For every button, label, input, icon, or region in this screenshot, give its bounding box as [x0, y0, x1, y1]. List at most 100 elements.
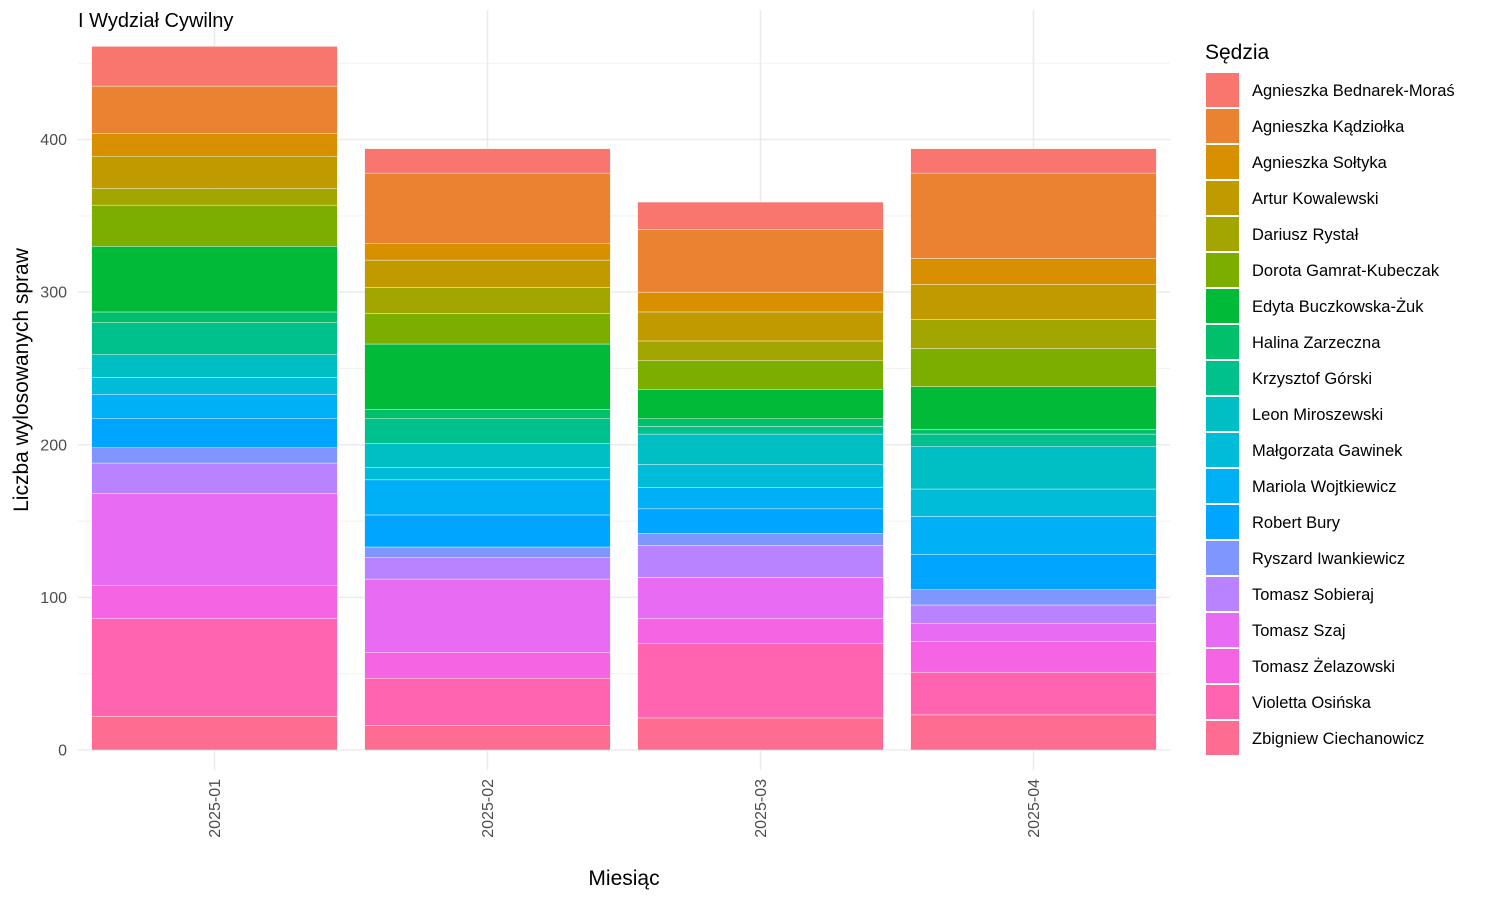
bar-segment	[91, 418, 338, 449]
bar-segment	[91, 394, 338, 420]
legend-label: Edyta Buczkowska-Żuk	[1252, 297, 1424, 316]
legend-label: Violetta Osińska	[1252, 694, 1372, 712]
bar-segment	[910, 714, 1157, 751]
bar-segment	[910, 433, 1157, 447]
bar-segment	[910, 148, 1157, 174]
legend: Sędzia Agnieszka Bednarek-Moraś Agnieszka…	[1205, 41, 1455, 755]
bar-segment	[364, 313, 611, 345]
bar-segment	[637, 464, 884, 488]
bar-segment	[637, 291, 884, 313]
legend-label: Artur Kowalewski	[1252, 190, 1379, 208]
bar-segment	[364, 546, 611, 558]
bar-segment	[637, 577, 884, 619]
bar-segment	[910, 554, 1157, 590]
bar-segment	[910, 589, 1157, 606]
bar-segment	[364, 343, 611, 410]
bar-segment	[910, 258, 1157, 285]
bar-segment	[637, 487, 884, 510]
legend-key	[1206, 145, 1239, 179]
bar-segment	[364, 418, 611, 444]
bar-segment	[91, 311, 338, 323]
bar-segment	[91, 584, 338, 619]
legend-label: Tomasz Szaj	[1252, 622, 1346, 640]
bar-segment	[910, 429, 1157, 435]
bar-segment	[637, 717, 884, 751]
legend-title: Sędzia	[1205, 41, 1270, 64]
bar-segment	[637, 201, 884, 230]
bar-segment	[637, 618, 884, 644]
bar-segment	[910, 623, 1157, 642]
legend-label: Leon Miroszewski	[1252, 406, 1383, 424]
bar-segment	[364, 514, 611, 548]
y-tick-label: 0	[58, 743, 67, 760]
bar-segment	[910, 319, 1157, 349]
bar-segment	[364, 467, 611, 481]
bar-segment	[91, 354, 338, 378]
bars	[91, 46, 1157, 751]
legend-key	[1206, 289, 1239, 323]
bar-segment	[637, 340, 884, 362]
y-tick-label: 400	[40, 132, 67, 149]
bar-segment	[364, 652, 611, 679]
legend-label: Agnieszka Sołtyka	[1252, 154, 1388, 172]
x-tick-label: 2025-01	[207, 779, 224, 838]
bar-segment	[91, 85, 338, 134]
bar-segment	[91, 133, 338, 157]
legend-key	[1206, 577, 1239, 611]
bar-segment	[91, 322, 338, 355]
legend-label: Tomasz Żelazowski	[1252, 657, 1395, 676]
legend-key	[1206, 253, 1239, 287]
legend-key	[1206, 685, 1239, 719]
bar-segment	[910, 446, 1157, 490]
x-axis-title: Miesiąc	[588, 867, 659, 890]
legend-label: Tomasz Sobieraj	[1252, 586, 1374, 604]
bar-segment	[910, 671, 1157, 716]
legend-label: Krzysztof Górski	[1252, 370, 1372, 388]
bar-segment	[910, 284, 1157, 320]
y-axis-title: Liczba wylosowanych spraw	[10, 247, 33, 512]
legend-label: Małgorzata Gawinek	[1252, 442, 1403, 460]
bar-segment	[91, 377, 338, 395]
bar-segment	[364, 479, 611, 516]
legend-label: Robert Bury	[1252, 514, 1341, 532]
bar-segment	[91, 246, 338, 313]
bar-segment	[637, 433, 884, 465]
bar-segment	[910, 488, 1157, 517]
y-tick-label: 300	[40, 285, 67, 302]
legend-key	[1206, 73, 1239, 107]
legend-label: Mariola Wojtkiewicz	[1252, 478, 1397, 496]
x-tick-label: 2025-02	[480, 779, 497, 838]
bar-segment	[910, 386, 1157, 430]
bar-segment	[364, 725, 611, 751]
y-tick-label: 100	[40, 590, 67, 607]
bar-segment	[91, 188, 338, 206]
x-tick-label: 2025-03	[753, 779, 770, 838]
bar-segment	[91, 716, 338, 751]
legend-key	[1206, 505, 1239, 539]
legend-label: Dorota Gamrat-Kubeczak	[1252, 262, 1440, 280]
legend-label: Zbigniew Ciechanowicz	[1252, 730, 1424, 748]
chart-title: I Wydział Cywilny	[78, 10, 233, 32]
x-tick-label: 2025-04	[1026, 779, 1043, 838]
legend-key	[1206, 613, 1239, 647]
legend-key	[1206, 325, 1239, 359]
bar-segment	[91, 493, 338, 586]
legend-key	[1206, 721, 1239, 755]
legend-label: Dariusz Rystał	[1252, 226, 1359, 244]
bar-segment	[637, 229, 884, 293]
bar-segment	[637, 311, 884, 342]
bar-segment	[637, 426, 884, 435]
axes: 0 100 200 300 400 2025-01 2025-02 2025-03 2025-0…	[40, 132, 1043, 838]
legend-key	[1206, 433, 1239, 467]
bar-segment	[637, 508, 884, 534]
bar-segment	[364, 148, 611, 174]
bar-segment	[364, 443, 611, 468]
bar-segment	[637, 360, 884, 391]
legend-key	[1206, 109, 1239, 143]
bar-segment	[364, 409, 611, 420]
bar-segment	[91, 204, 338, 247]
bar-segment	[91, 462, 338, 494]
legend-key	[1206, 217, 1239, 251]
